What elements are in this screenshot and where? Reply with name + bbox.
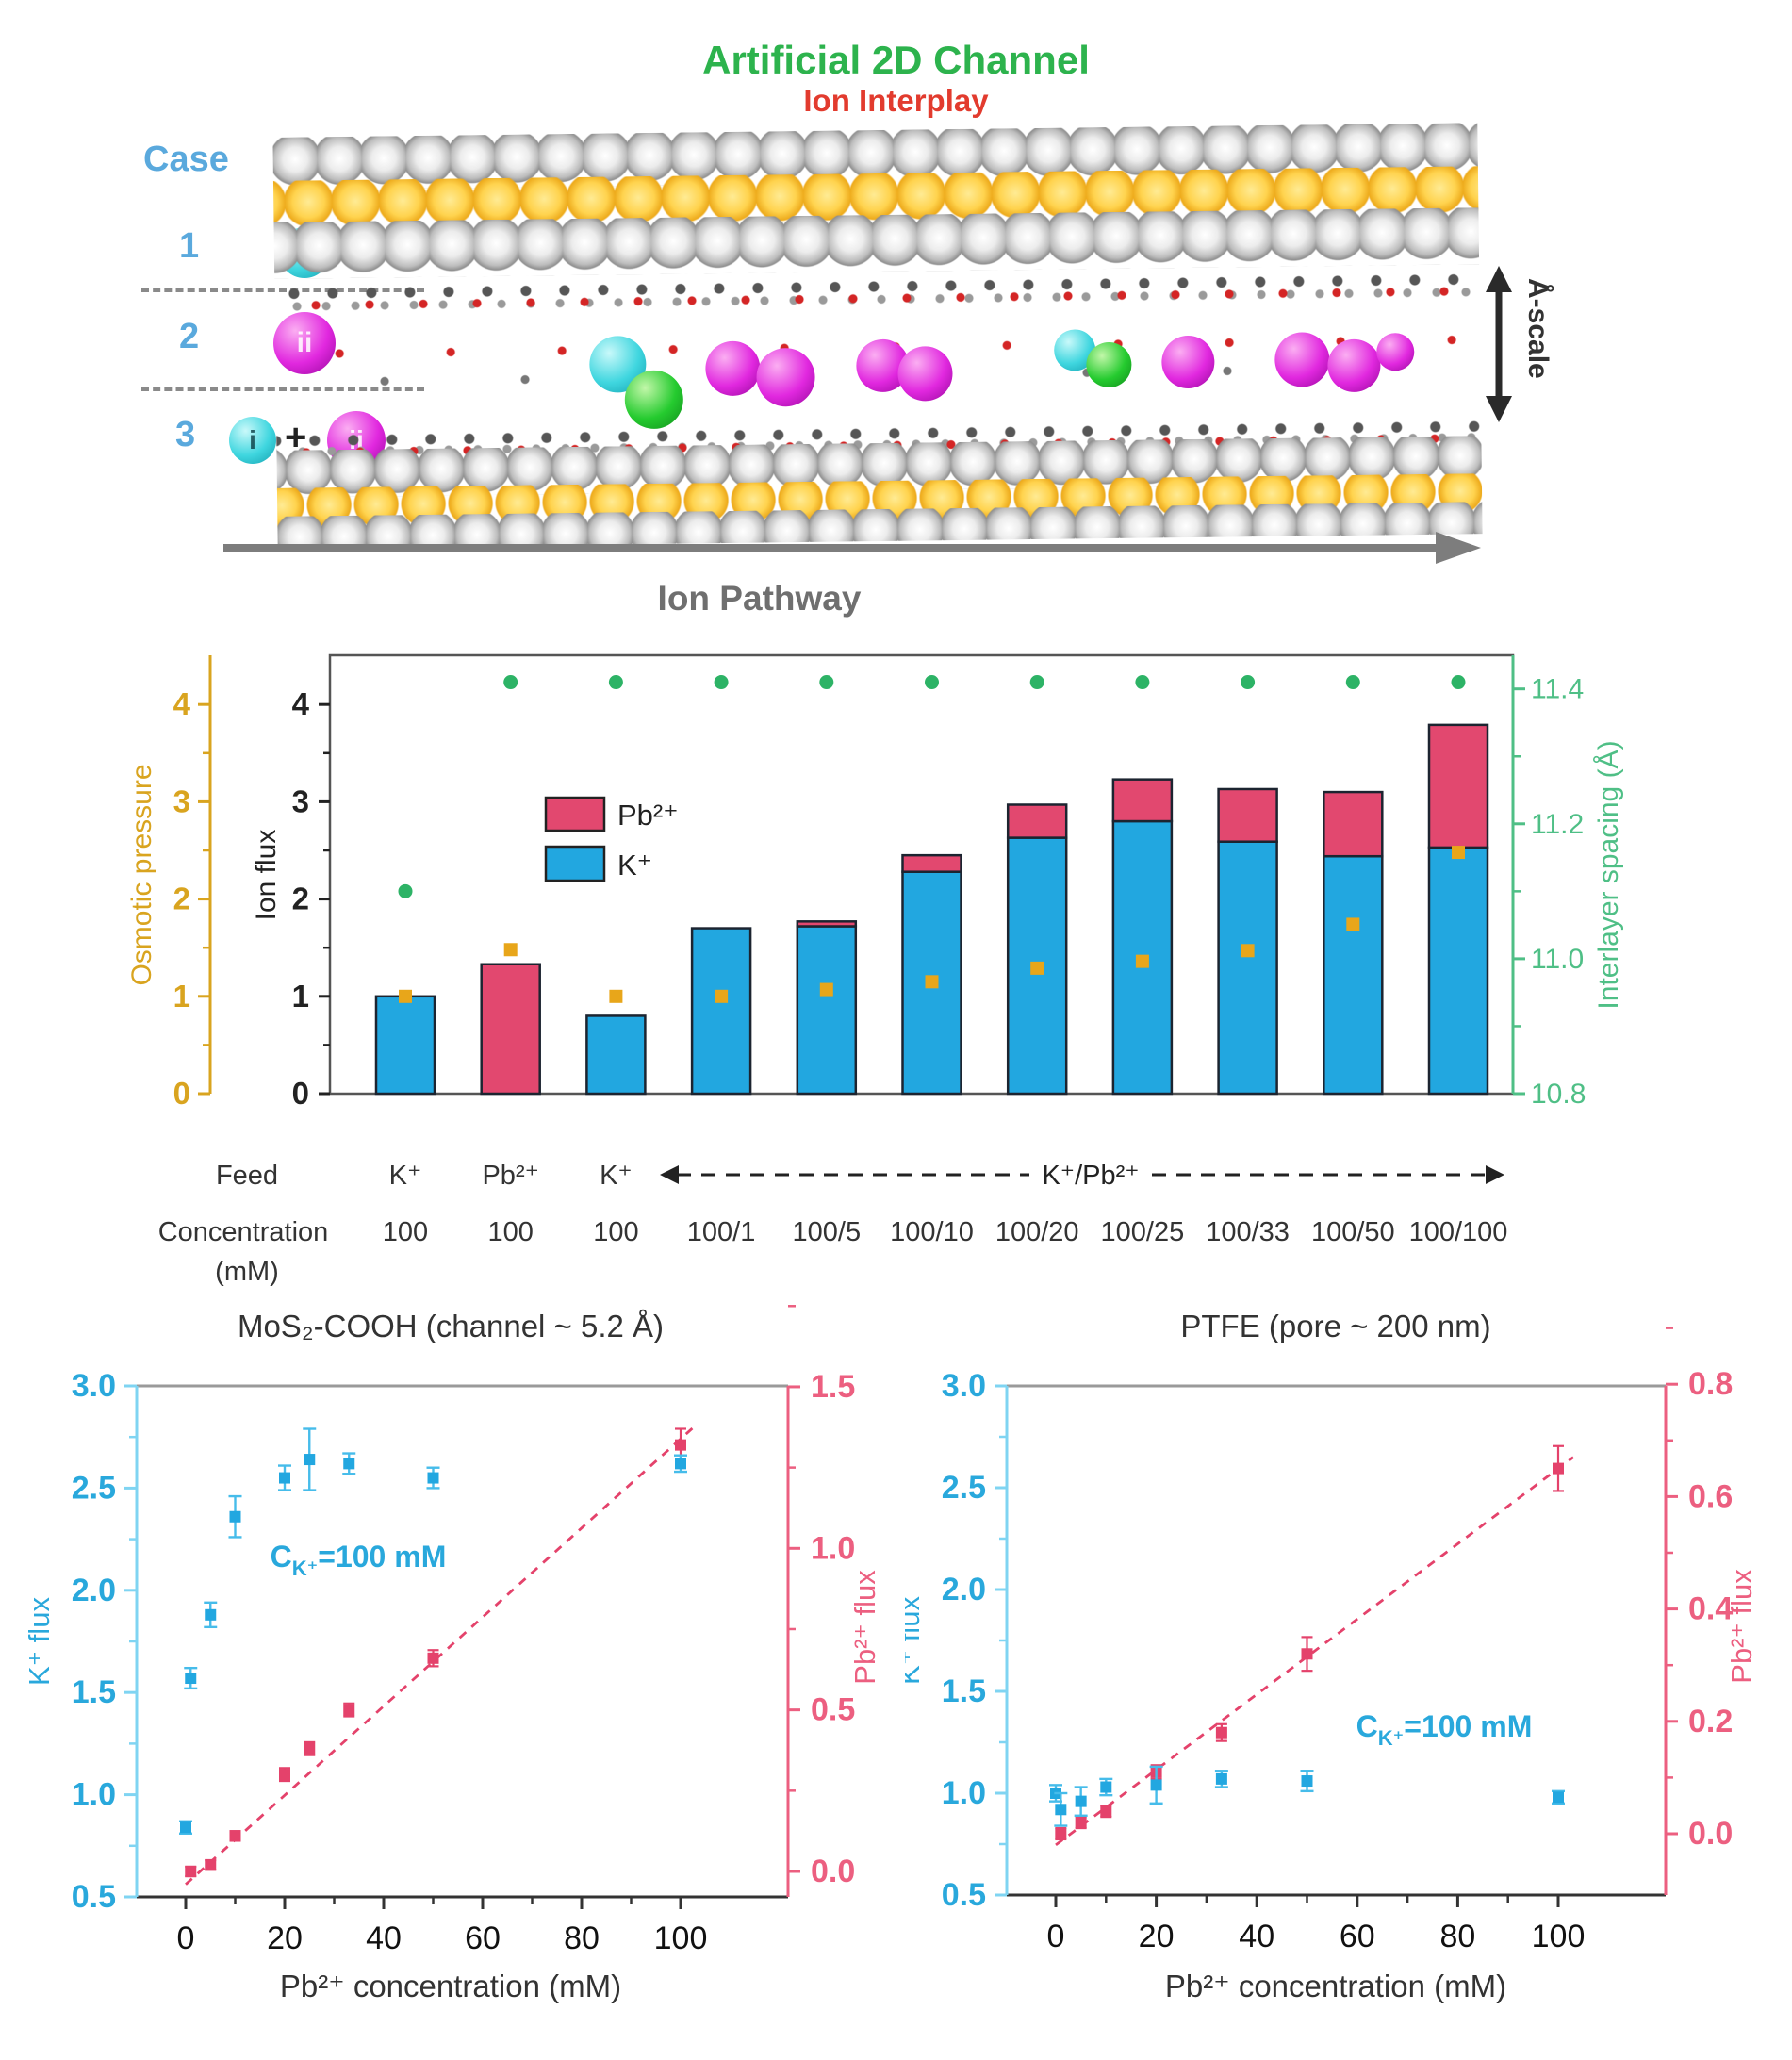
svg-text:100/50: 100/50 [1311, 1217, 1395, 1247]
svg-text:1: 1 [292, 979, 309, 1014]
svg-text:80: 80 [564, 1920, 600, 1956]
svg-text:1: 1 [173, 979, 190, 1014]
svg-text:100: 100 [1532, 1919, 1586, 1954]
svg-text:0.5: 0.5 [72, 1879, 116, 1915]
svg-text:0: 0 [292, 1076, 309, 1111]
case-2-number: 2 [179, 317, 200, 356]
svg-text:4: 4 [292, 686, 310, 721]
svg-text:Pb²⁺ flux: Pb²⁺ flux [848, 1570, 881, 1685]
svg-text:0: 0 [173, 1076, 190, 1111]
svg-text:Pb²⁺ flux: Pb²⁺ flux [1725, 1569, 1758, 1684]
ion-i-icon: i [229, 417, 276, 464]
svg-text:2: 2 [173, 882, 190, 916]
svg-text:3: 3 [292, 783, 309, 818]
svg-text:100: 100 [654, 1920, 708, 1956]
svg-text:1.0: 1.0 [942, 1775, 986, 1811]
svg-text:2.5: 2.5 [72, 1470, 116, 1506]
svg-text:0: 0 [1047, 1919, 1065, 1954]
case-3-number: 3 [175, 415, 196, 454]
svg-text:K⁺ flux: K⁺ flux [905, 1596, 926, 1685]
svg-text:20: 20 [267, 1920, 303, 1956]
svg-text:0.2: 0.2 [1688, 1704, 1733, 1739]
svg-text:Pb²⁺: Pb²⁺ [482, 1161, 538, 1191]
svg-text:Pb²⁺: Pb²⁺ [617, 799, 679, 832]
svg-text:60: 60 [1340, 1919, 1375, 1954]
svg-text:60: 60 [465, 1920, 501, 1956]
ion-i-label: i [249, 425, 256, 454]
svg-text:0: 0 [177, 1920, 195, 1956]
svg-text:100/1: 100/1 [687, 1217, 756, 1247]
svg-text:0.4: 0.4 [1688, 1591, 1733, 1627]
svg-text:0.8: 0.8 [1688, 1366, 1733, 1402]
svg-text:2: 2 [292, 882, 309, 916]
svg-text:PTFE (pore ~ 200 nm): PTFE (pore ~ 200 nm) [1180, 1309, 1490, 1343]
svg-text:(mM): (mM) [215, 1257, 279, 1287]
svg-text:0.5: 0.5 [811, 1692, 855, 1728]
svg-text:Pb²⁺ concentration (mM): Pb²⁺ concentration (mM) [280, 1969, 621, 2003]
svg-text:20: 20 [1139, 1919, 1175, 1954]
svg-text:Osmotic pressure: Osmotic pressure [126, 764, 157, 985]
svg-text:CK⁺=100 mM: CK⁺=100 mM [1356, 1709, 1533, 1750]
svg-text:100/25: 100/25 [1101, 1217, 1185, 1247]
svg-text:0.0: 0.0 [1688, 1816, 1733, 1852]
svg-text:3.0: 3.0 [942, 1368, 986, 1404]
svg-text:K⁺: K⁺ [389, 1161, 422, 1191]
svg-text:1.0: 1.0 [72, 1777, 116, 1813]
ptfe-scatter-chart: PTFE (pore ~ 200 nm) Pb²⁺ concentration (… [905, 1309, 1758, 2003]
svg-text:2.5: 2.5 [942, 1470, 986, 1506]
svg-text:Concentration: Concentration [158, 1217, 329, 1247]
svg-text:Pb²⁺ concentration (mM): Pb²⁺ concentration (mM) [1165, 1969, 1506, 2003]
angstrom-scale-label: Å-scale [1522, 278, 1554, 379]
case-legend-title: Case [143, 140, 229, 179]
svg-text:100/20: 100/20 [995, 1217, 1079, 1247]
svg-text:1.5: 1.5 [72, 1674, 116, 1710]
svg-text:Feed: Feed [216, 1161, 278, 1191]
svg-text:0.6: 0.6 [1688, 1478, 1733, 1514]
svg-text:100/5: 100/5 [793, 1217, 862, 1247]
svg-text:MoS₂-COOH (channel ~ 5.2 Å): MoS₂-COOH (channel ~ 5.2 Å) [238, 1309, 664, 1343]
svg-text:100/10: 100/10 [890, 1217, 974, 1247]
svg-text:2.0: 2.0 [942, 1572, 986, 1607]
svg-text:1.0: 1.0 [811, 1530, 855, 1566]
svg-text:11.2: 11.2 [1531, 809, 1584, 840]
angstrom-scale-arrow [1486, 266, 1512, 422]
svg-text:K⁺: K⁺ [600, 1161, 633, 1191]
svg-text:100: 100 [593, 1217, 638, 1247]
svg-text:11.0: 11.0 [1531, 944, 1584, 975]
mos2-scatter-chart: MoS₂-COOH (channel ~ 5.2 Å) Pb²⁺ concentr… [23, 1305, 881, 2003]
svg-text:80: 80 [1439, 1919, 1475, 1954]
svg-text:4: 4 [173, 686, 191, 721]
svg-text:40: 40 [1239, 1919, 1274, 1954]
figure-title: Artificial 2D Channel [702, 38, 1090, 82]
svg-text:CK⁺=100 mM: CK⁺=100 mM [271, 1540, 447, 1580]
ion-pathway-arrow [223, 532, 1481, 564]
svg-text:100/33: 100/33 [1206, 1217, 1290, 1247]
svg-text:Interlayer spacing (Å): Interlayer spacing (Å) [1593, 740, 1624, 1009]
figure-subtitle: Ion Interplay [803, 83, 989, 118]
svg-text:100: 100 [488, 1217, 534, 1247]
svg-text:3.0: 3.0 [72, 1368, 116, 1404]
svg-text:1.5: 1.5 [942, 1673, 986, 1709]
svg-text:K⁺: K⁺ [617, 849, 652, 882]
svg-text:0.5: 0.5 [942, 1877, 986, 1913]
svg-text:K⁺/Pb²⁺: K⁺/Pb²⁺ [1042, 1161, 1139, 1191]
svg-text:100: 100 [383, 1217, 428, 1247]
svg-text:2.0: 2.0 [72, 1573, 116, 1608]
svg-text:100/100: 100/100 [1409, 1217, 1508, 1247]
svg-text:40: 40 [366, 1920, 402, 1956]
case-1-number: 1 [179, 226, 200, 266]
svg-text:11.4: 11.4 [1531, 674, 1584, 705]
membrane-illustration [272, 123, 1483, 549]
svg-text:1.5: 1.5 [811, 1369, 855, 1405]
svg-text:K⁺ flux: K⁺ flux [23, 1597, 56, 1686]
svg-text:0.0: 0.0 [811, 1854, 855, 1889]
svg-text:10.8: 10.8 [1531, 1079, 1586, 1110]
svg-text:Ion flux: Ion flux [251, 830, 282, 921]
svg-text:3: 3 [173, 783, 190, 818]
ion-flux-bar-chart: 0 1 2 3 4 Osmotic pressure 0 1 2 3 4 Ion flux 10.8 11… [126, 653, 1624, 1287]
ion-pathway-label: Ion Pathway [657, 579, 862, 618]
